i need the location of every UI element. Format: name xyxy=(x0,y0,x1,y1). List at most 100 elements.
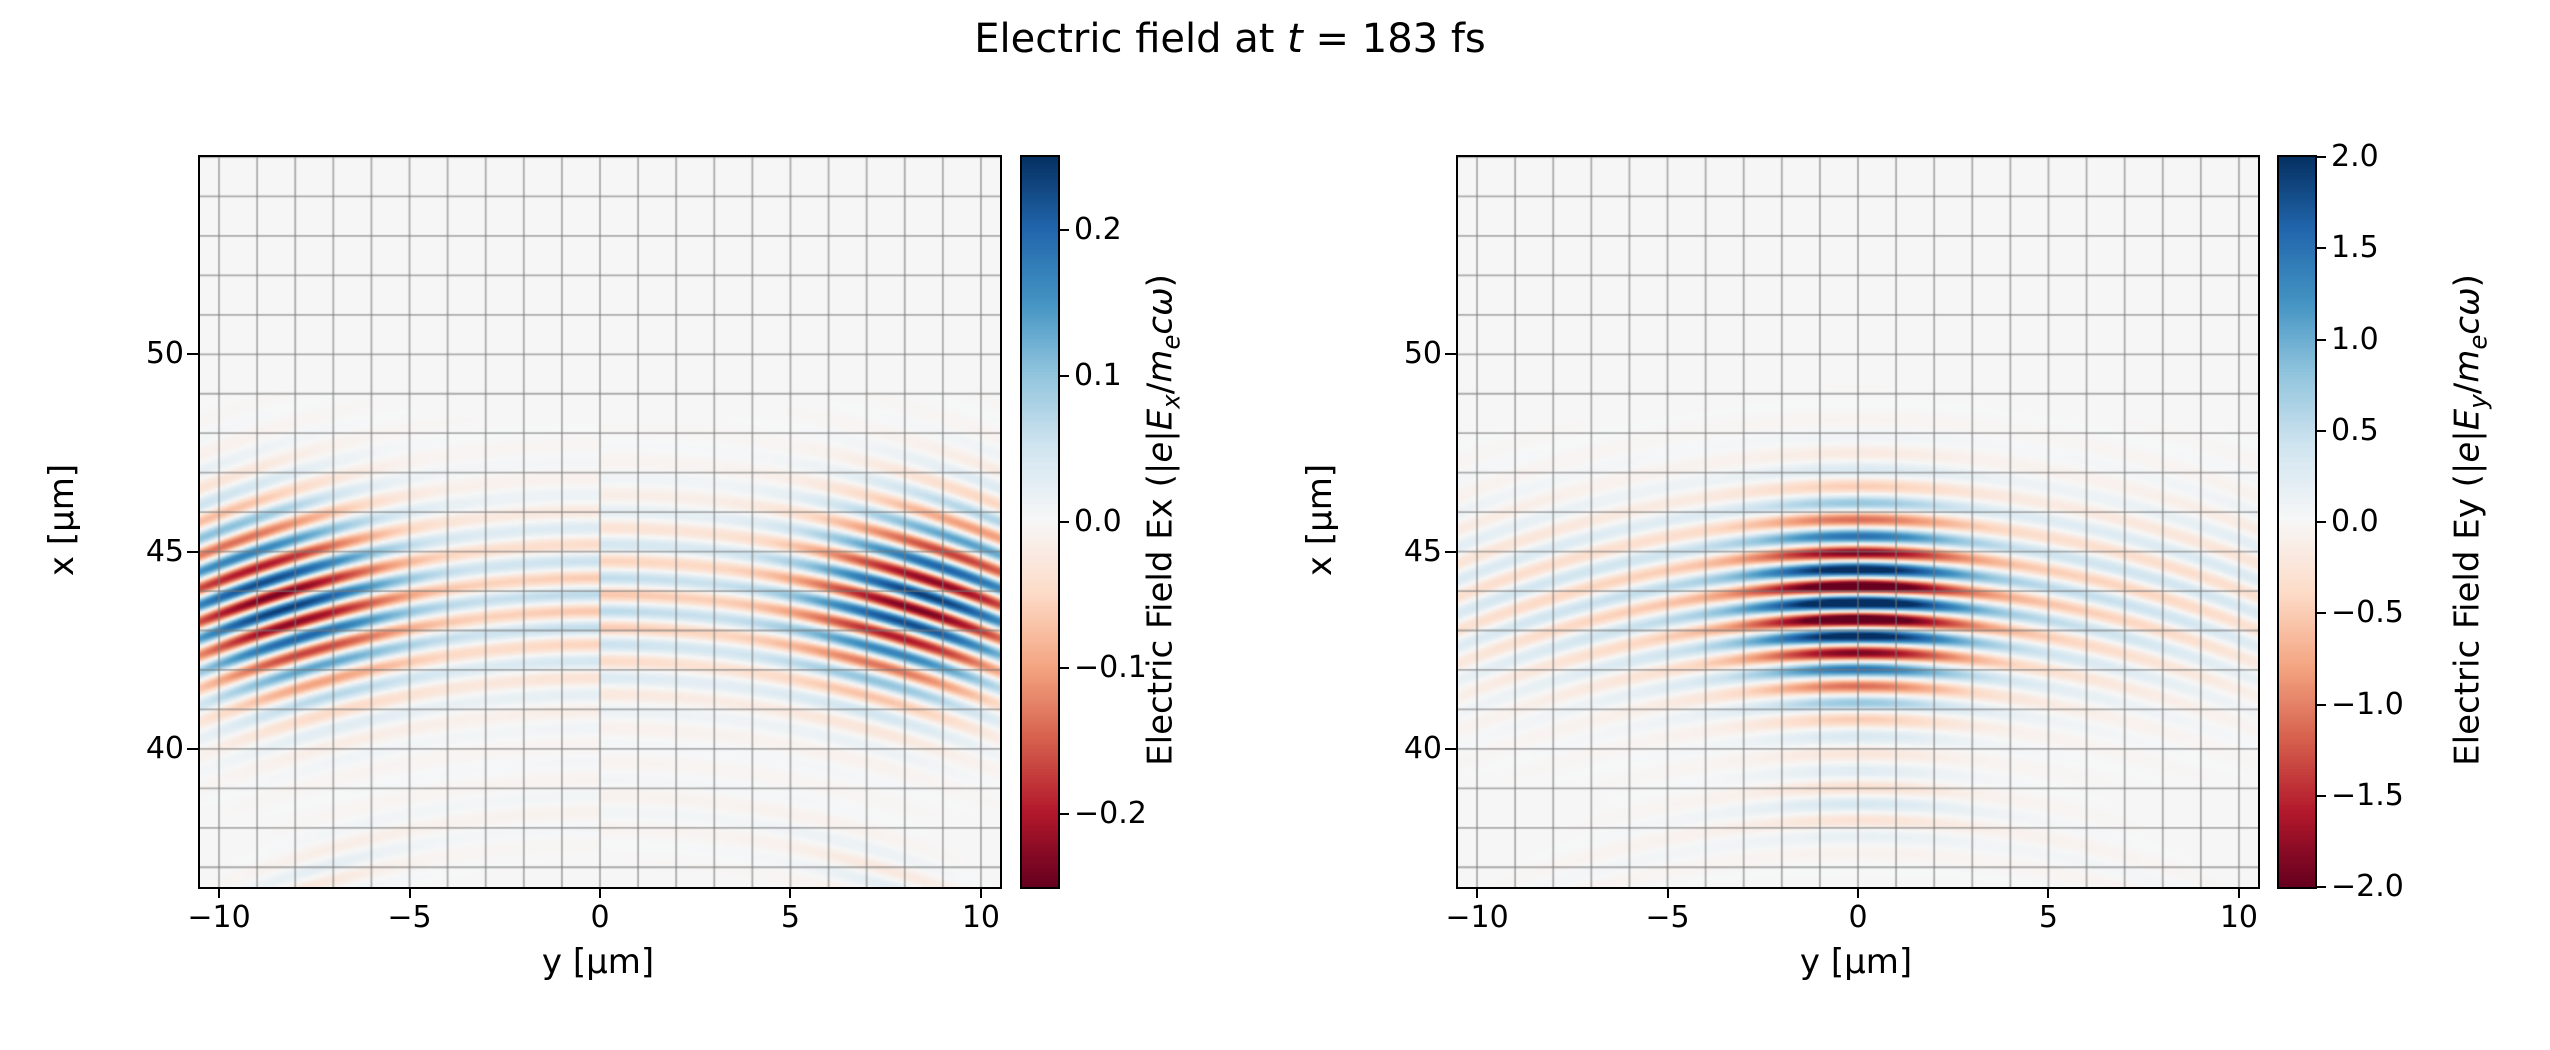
label-fragment: ω xyxy=(1140,287,1181,316)
label-fragment: E xyxy=(1140,408,1181,431)
y-tick-label: 40 xyxy=(145,730,184,766)
x-tick-label: −5 xyxy=(387,900,432,935)
colorbar-tick-mark xyxy=(2315,521,2326,523)
colorbar-tick-mark xyxy=(2315,338,2326,341)
ex-gridlines-canvas xyxy=(200,157,1000,887)
label-fragment: y xyxy=(2463,394,2493,409)
label-fragment: ω xyxy=(2447,287,2488,316)
x-tick-mark xyxy=(218,887,221,898)
colorbar-tick-label: −0.2 xyxy=(1074,796,1147,831)
y-tick-label: 45 xyxy=(1403,533,1442,569)
label-fragment: ) xyxy=(1140,274,1181,288)
colorbar-tick-mark xyxy=(2315,247,2326,250)
x-tick-label: 0 xyxy=(590,900,610,935)
colorbar-tick-mark xyxy=(2315,794,2326,797)
label-fragment: Electric field at xyxy=(974,16,1288,62)
colorbar-tick-mark xyxy=(1058,229,1069,231)
colorbar-tick-label: 0.0 xyxy=(2331,504,2379,539)
x-tick-mark xyxy=(1476,887,1479,898)
x-tick-label: −10 xyxy=(1445,900,1509,935)
label-fragment: = 183 fs xyxy=(1302,16,1486,62)
label-fragment: e xyxy=(2447,441,2488,463)
colorbar-tick-label: −0.1 xyxy=(1074,650,1147,685)
heatmap-panel-ex: −10 −5 0 5 10 40 45 50 xyxy=(146,155,1002,933)
colorbar-tick-label: 0.0 xyxy=(1074,504,1122,539)
x-tick-label: 0 xyxy=(1848,900,1868,935)
colorbar-tick-mark xyxy=(1058,521,1069,523)
x-tick-mark xyxy=(408,887,411,898)
y-tick-mark xyxy=(1445,353,1456,356)
label-fragment: e xyxy=(1156,334,1186,350)
label-fragment: ) xyxy=(2447,274,2488,288)
y-tick-label: 40 xyxy=(1403,730,1442,766)
colorbar-tick-label: 1.0 xyxy=(2331,321,2379,357)
colorbar-tick-mark xyxy=(2315,886,2326,888)
x-tick-label: 5 xyxy=(2038,900,2059,935)
colorbar-tick-label: 0.1 xyxy=(1074,358,1122,393)
y-tick-label: 50 xyxy=(1403,336,1442,372)
x-tick-label: 10 xyxy=(961,900,1001,935)
y-tick-mark xyxy=(187,550,198,553)
x-tick-label: −10 xyxy=(187,900,251,935)
colorbar-tick-mark xyxy=(1058,667,1069,669)
colorbar-tick-label: 0.5 xyxy=(2331,412,2379,448)
x-tick-label: 5 xyxy=(780,900,801,935)
colorbar-tick-label: 0.2 xyxy=(1074,212,1122,247)
x-tick-mark xyxy=(789,887,792,898)
colorbar-tick-mark xyxy=(2315,156,2326,158)
label-fragment: c xyxy=(2447,315,2488,335)
figure-title: Electric field at t = 183 fs xyxy=(0,16,2460,62)
colorbar-tick-mark xyxy=(2315,429,2326,432)
colorbar-tick-label: −1.0 xyxy=(2331,686,2404,722)
y-tick-mark xyxy=(187,747,198,750)
label-fragment: | xyxy=(2447,430,2488,442)
label-fragment: m xyxy=(1140,349,1181,383)
label-fragment: Electric Field Ey (| xyxy=(2447,462,2488,766)
label-fragment: t xyxy=(1287,16,1303,62)
ey-xaxis-label: y [μm] xyxy=(1799,942,1913,982)
colorbar-tick-label: −0.5 xyxy=(2331,595,2404,631)
y-tick-mark xyxy=(1445,550,1456,553)
ey-gridlines-canvas xyxy=(1458,157,2258,887)
ex-colorbar-label: Electric Field Ex (|e|Ex/mecω) xyxy=(1141,274,1186,766)
x-tick-mark xyxy=(2047,887,2050,898)
y-tick-mark xyxy=(187,353,198,356)
colorbar-tick-mark xyxy=(1058,375,1069,377)
ex-yaxis-label: x [μm] xyxy=(42,463,82,577)
x-tick-mark xyxy=(979,887,982,898)
label-fragment: / xyxy=(1140,382,1181,395)
y-tick-label: 45 xyxy=(145,533,184,569)
ex-colorbar: 0.2 0.1 0.0 −0.1 −0.2 xyxy=(1020,155,1147,889)
y-tick-label: 50 xyxy=(145,336,184,372)
ey-colorbar: 2.0 1.5 1.0 0.5 0.0 −0.5 −1.0 −1.5 −2.0 xyxy=(2277,142,2404,902)
x-tick-mark xyxy=(599,887,601,898)
ey-colorbar-label: Electric Field Ey (|e|Ey/mecω) xyxy=(2448,274,2493,766)
colorbar-tick-mark xyxy=(2315,612,2326,615)
label-fragment: m xyxy=(2447,349,2488,383)
x-tick-label: −5 xyxy=(1645,900,1690,935)
label-fragment: e xyxy=(1140,441,1181,463)
colorbar-tick-label: −2.0 xyxy=(2331,869,2404,904)
x-tick-mark xyxy=(1857,887,1859,898)
colorbar-tick-label: 1.5 xyxy=(2331,230,2379,266)
colorbar-tick-label: 2.0 xyxy=(2331,139,2379,174)
ey-colorbar-gradient xyxy=(2279,157,2315,887)
ex-colorbar-gradient xyxy=(1022,157,1058,887)
label-fragment: / xyxy=(2447,382,2488,395)
label-fragment: | xyxy=(1140,430,1181,442)
label-fragment: e xyxy=(2463,334,2493,350)
heatmap-panel-ey: −10 −5 0 5 10 40 45 50 xyxy=(1404,155,2260,933)
colorbar-tick-label: −1.5 xyxy=(2331,777,2404,813)
ey-yaxis-label: x [μm] xyxy=(1300,463,1340,577)
x-tick-mark xyxy=(2237,887,2240,898)
label-fragment: c xyxy=(1140,315,1181,335)
x-tick-label: 10 xyxy=(2219,900,2259,935)
label-fragment: Electric Field Ex (| xyxy=(1140,462,1181,766)
colorbar-tick-mark xyxy=(2315,703,2326,706)
y-tick-mark xyxy=(1445,747,1456,750)
colorbar-tick-mark xyxy=(1058,813,1069,815)
x-tick-mark xyxy=(1666,887,1669,898)
label-fragment: x xyxy=(1156,394,1186,409)
ex-xaxis-label: y [μm] xyxy=(541,942,655,982)
